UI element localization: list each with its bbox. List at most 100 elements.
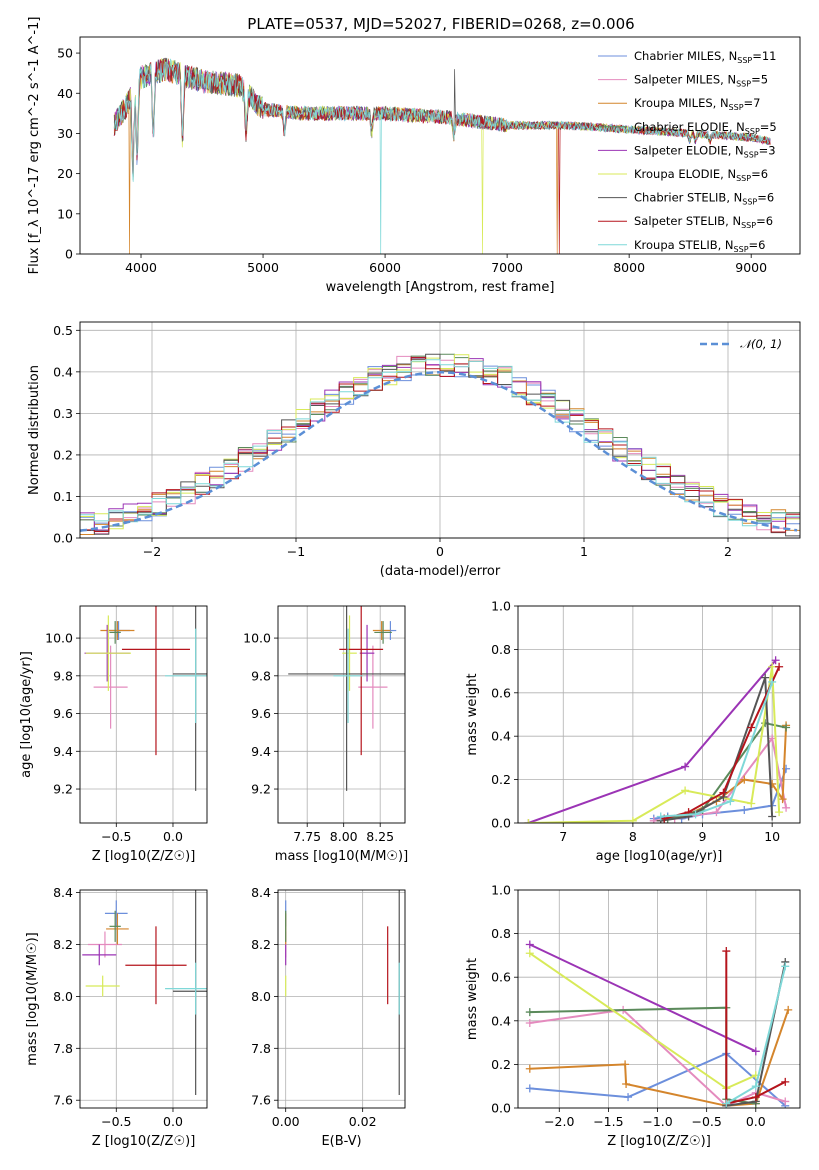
axes-frame [79,36,801,255]
y-tick-label: 9.6 [53,706,73,721]
gaussian-curve [80,371,798,532]
spectrum-line [113,58,771,254]
y-tick-label: 0.3 [53,406,73,421]
x-tick-label: 0.0 [163,1114,183,1129]
weight-marker [621,1060,630,1069]
x-tick-label: 9000 [735,260,767,275]
weight-marker [691,810,700,819]
weight-line [529,1052,786,1107]
x-tick-label: −1.0 [642,1114,672,1129]
y-axis-label: mass weight [465,673,480,755]
y-tick-label: 0.6 [491,970,511,985]
y-tick-label: 0.5 [53,323,73,338]
x-tick-label: −1.5 [593,1114,623,1129]
y-tick-label: 0.0 [491,816,511,831]
y-tick-label: 1.0 [491,883,511,898]
y-tick-label: 9.2 [251,782,271,797]
y-tick-label: 0.8 [491,642,511,657]
weight-marker [768,662,777,671]
plot-area [113,57,771,254]
y-tick-label: 0.4 [491,1013,511,1028]
plot-area [288,606,405,791]
x-axis-label: Z [log10(Z/Z☉)] [92,849,196,864]
y-axis-label: Normed distribution [27,365,42,495]
x-tick-label: 6000 [369,260,401,275]
plot-area [82,890,207,1096]
x-tick-label: 0.0 [163,829,183,844]
figure-title: PLATE=0537, MJD=52027, FIBERID=0268, z=0… [247,15,634,33]
y-tick-label: 0.4 [53,364,73,379]
weight-marker [740,805,749,814]
y-tick-label: 8.4 [53,885,73,900]
y-tick-label: 0.0 [491,1101,511,1116]
x-axis-label: Z [log10(Z/Z☉)] [607,1134,711,1149]
plot-area [524,656,791,823]
weight-marker [751,1082,760,1091]
legend-label: Kroupa STELIB, NSSP=6 [634,238,765,254]
x-tick-label: 10 [764,829,780,844]
axes-frame [79,889,208,1109]
weight-marker [622,1080,631,1089]
panel-age_vs_Z: −0.5 0.0 9.2 9.4 9.6 9.8 10.0 Z [log10(Z/Z☉)] ag… [19,605,208,864]
y-tick-label: 8.2 [53,937,73,952]
grid [80,890,207,1108]
weight-marker [656,812,665,821]
legend-label: Chabrier MILES, NSSP=11 [634,49,777,65]
axes-frame [79,605,208,824]
plot-area [80,353,800,537]
y-tick-label: 8.2 [251,937,271,952]
y-tick-label: 10.0 [45,631,73,646]
y-tick-label: 0 [65,247,73,262]
x-tick-label: 0.02 [349,1114,377,1129]
weight-marker [782,723,791,732]
panel-weight_vs_age: 7 8 9 10 0.0 0.2 0.4 0.6 0.8 1.0 age [log10(age/yr… [465,599,801,864]
weight-marker [775,808,784,817]
histogram-series [80,359,800,527]
weight-line [528,666,781,823]
weight-marker [628,816,637,823]
x-tick-label: 4000 [125,260,157,275]
y-tick-label: 1.0 [491,599,511,614]
y-axis-label: mass [log10(M/M☉)] [25,932,40,1065]
weight-marker [726,797,735,806]
grid [278,606,405,823]
y-tick-label: 0.4 [491,729,511,744]
x-axis-label: E(B-V) [321,1134,361,1149]
y-tick-label: 0.6 [491,685,511,700]
weight-marker [712,808,721,817]
x-tick-label: 8000 [613,260,645,275]
x-tick-label: 5000 [247,260,279,275]
weight-marker [781,962,790,971]
y-tick-label: 30 [57,126,73,141]
y-tick-label: 10.0 [243,631,271,646]
weight-marker [768,677,777,686]
weight-marker [722,1099,731,1108]
x-tick-label: 2 [724,544,732,559]
weight-marker [649,816,658,823]
y-tick-label: 7.8 [53,1041,73,1056]
x-tick-label: −2 [143,544,161,559]
panel-residuals: −2 −1 0 1 2 0.0 0.1 0.2 0.3 0.4 0.5 (data-model)/er… [27,321,801,579]
weight-marker [751,1093,760,1102]
y-tick-label: 0.8 [491,926,511,941]
x-tick-label: 7 [559,829,567,844]
weight-marker [525,1018,534,1027]
y-tick-label: 7.6 [53,1093,73,1108]
y-tick-label: 8.4 [251,885,271,900]
weight-marker [747,723,756,732]
legend-label: Salpeter STELIB, NSSP=6 [634,214,773,230]
weight-marker [525,949,534,958]
x-tick-label: 0.0 [746,1114,766,1129]
y-tick-label: 8.0 [53,989,73,1004]
grid [80,606,207,823]
weight-marker [624,1093,633,1102]
weight-marker [722,947,731,956]
x-tick-label: −0.5 [691,1114,721,1129]
panel-weight_vs_Z: −2.0 −1.5 −1.0 −0.5 0.0 0.0 0.2 0.4 0.6 0.8 1.0 Z [… [465,883,801,1149]
weight-line [725,951,786,1105]
legend-label: 𝒩(0, 1) [740,337,782,351]
legend: 𝒩(0, 1) [700,337,782,351]
legend-label: Kroupa ELODIE, NSSP=6 [634,167,768,183]
panel-mass_vs_Z: −0.5 0.0 7.6 7.8 8.0 8.2 8.4 Z [log10(Z/Z☉)] mas… [25,885,208,1149]
y-axis-label: age [log10(age/yr)] [19,651,34,778]
